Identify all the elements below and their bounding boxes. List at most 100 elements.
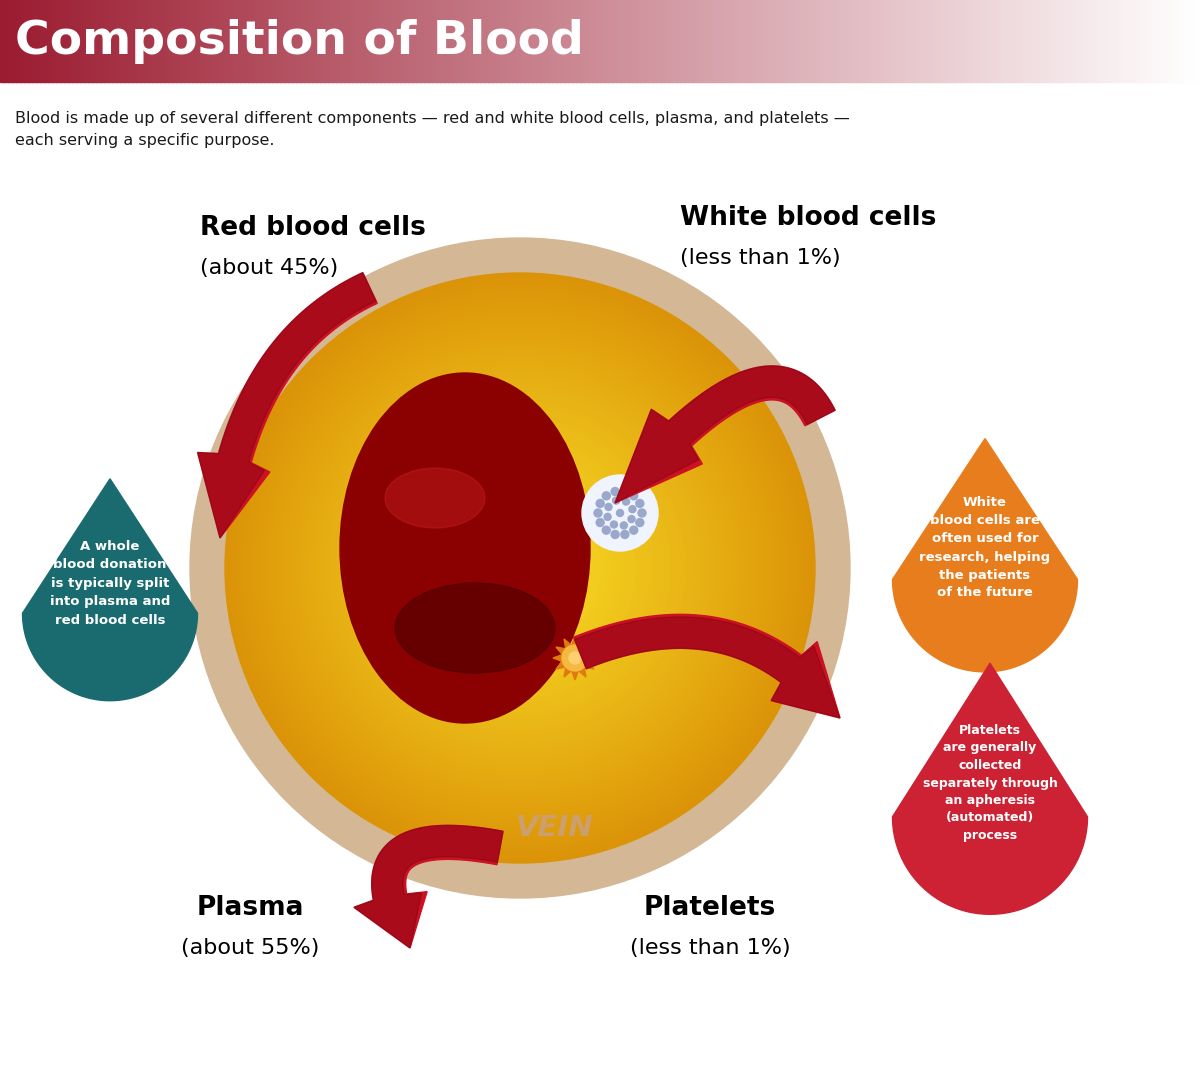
Text: (less than 1%): (less than 1%) bbox=[630, 938, 791, 958]
Bar bbox=[1168, 0, 1174, 82]
Bar bbox=[1076, 0, 1081, 82]
Circle shape bbox=[620, 521, 628, 529]
Bar bbox=[604, 0, 610, 82]
Circle shape bbox=[605, 503, 612, 511]
Bar bbox=[844, 0, 850, 82]
Bar bbox=[256, 0, 262, 82]
Bar bbox=[892, 0, 898, 82]
Bar bbox=[296, 0, 301, 82]
Bar bbox=[448, 0, 454, 82]
Bar bbox=[276, 0, 281, 82]
Bar bbox=[536, 0, 541, 82]
Circle shape bbox=[370, 418, 670, 718]
Bar bbox=[768, 0, 773, 82]
Bar bbox=[1052, 0, 1057, 82]
Circle shape bbox=[420, 468, 620, 668]
Bar bbox=[96, 0, 101, 82]
Bar bbox=[828, 0, 833, 82]
Circle shape bbox=[510, 558, 530, 578]
Circle shape bbox=[250, 298, 790, 838]
Circle shape bbox=[436, 483, 605, 653]
Bar bbox=[0, 0, 5, 82]
Bar bbox=[888, 0, 893, 82]
Text: VEIN: VEIN bbox=[516, 814, 594, 842]
Text: Red blood cells: Red blood cells bbox=[200, 215, 426, 241]
Bar bbox=[432, 0, 437, 82]
Bar bbox=[436, 0, 442, 82]
Bar bbox=[968, 0, 973, 82]
Bar bbox=[816, 0, 821, 82]
Bar bbox=[576, 0, 581, 82]
Circle shape bbox=[620, 487, 629, 496]
Bar bbox=[468, 0, 473, 82]
Bar bbox=[704, 0, 709, 82]
Circle shape bbox=[629, 505, 636, 513]
Bar bbox=[172, 0, 178, 82]
Bar bbox=[572, 0, 577, 82]
Bar bbox=[36, 0, 41, 82]
Bar bbox=[748, 0, 754, 82]
Bar bbox=[500, 0, 505, 82]
Circle shape bbox=[460, 508, 580, 628]
Bar bbox=[884, 0, 889, 82]
Circle shape bbox=[346, 393, 695, 743]
Bar bbox=[232, 0, 236, 82]
Bar bbox=[992, 0, 997, 82]
Circle shape bbox=[310, 358, 730, 778]
Circle shape bbox=[475, 523, 565, 613]
Bar bbox=[1068, 0, 1073, 82]
Circle shape bbox=[280, 328, 760, 808]
Circle shape bbox=[365, 413, 674, 723]
Bar bbox=[280, 0, 286, 82]
Bar bbox=[476, 0, 481, 82]
Bar bbox=[744, 0, 749, 82]
Circle shape bbox=[485, 533, 554, 603]
Polygon shape bbox=[616, 366, 835, 503]
Bar bbox=[1088, 0, 1093, 82]
Bar bbox=[184, 0, 190, 82]
Bar bbox=[376, 0, 382, 82]
Circle shape bbox=[604, 513, 611, 520]
Circle shape bbox=[630, 526, 637, 534]
Bar bbox=[12, 0, 17, 82]
Bar bbox=[1016, 0, 1021, 82]
Bar bbox=[1012, 0, 1018, 82]
Bar bbox=[1004, 0, 1009, 82]
Bar bbox=[1184, 0, 1189, 82]
Circle shape bbox=[480, 528, 560, 608]
Text: White
blood cells are
often used for
research, helping
the patients
of the futur: White blood cells are often used for res… bbox=[919, 497, 1050, 600]
Bar bbox=[852, 0, 857, 82]
Circle shape bbox=[265, 313, 775, 823]
Bar bbox=[364, 0, 370, 82]
Bar bbox=[876, 0, 881, 82]
Bar bbox=[332, 0, 337, 82]
Text: (about 55%): (about 55%) bbox=[181, 938, 319, 958]
Circle shape bbox=[440, 488, 600, 648]
Bar bbox=[700, 0, 706, 82]
Circle shape bbox=[602, 526, 611, 534]
Bar bbox=[772, 0, 778, 82]
Bar bbox=[272, 0, 277, 82]
Bar bbox=[484, 0, 490, 82]
Bar bbox=[752, 0, 757, 82]
Bar bbox=[236, 0, 241, 82]
Bar bbox=[120, 0, 125, 82]
Circle shape bbox=[562, 645, 588, 671]
Bar bbox=[656, 0, 661, 82]
Bar bbox=[164, 0, 169, 82]
Circle shape bbox=[325, 373, 715, 763]
Bar bbox=[32, 0, 37, 82]
Circle shape bbox=[515, 563, 526, 573]
Circle shape bbox=[415, 464, 625, 673]
Bar bbox=[860, 0, 865, 82]
Bar bbox=[624, 0, 629, 82]
Circle shape bbox=[445, 493, 595, 643]
Bar bbox=[388, 0, 394, 82]
Bar bbox=[664, 0, 670, 82]
Bar bbox=[360, 0, 365, 82]
Bar bbox=[1048, 0, 1054, 82]
Bar bbox=[964, 0, 970, 82]
Bar bbox=[896, 0, 901, 82]
Polygon shape bbox=[574, 615, 840, 718]
Bar bbox=[1104, 0, 1109, 82]
